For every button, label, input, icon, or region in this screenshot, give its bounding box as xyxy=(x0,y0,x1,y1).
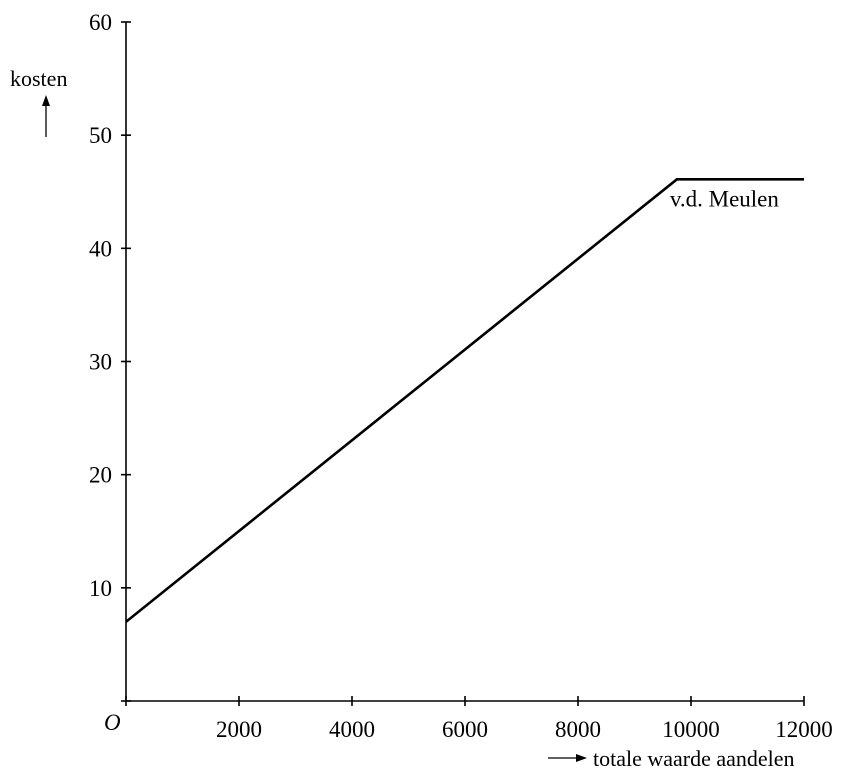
x-tick-label: 4000 xyxy=(329,717,375,742)
x-tick-label: 10000 xyxy=(662,717,720,742)
y-axis-arrow-head xyxy=(42,95,50,106)
series-line xyxy=(125,178,804,623)
x-axis-title-group: totale waarde aandelen xyxy=(548,746,795,771)
x-tick-label: 12000 xyxy=(775,717,833,742)
y-tick-label: 10 xyxy=(89,576,112,601)
x-tick-label: 8000 xyxy=(555,717,601,742)
y-tick-label: 40 xyxy=(89,236,112,261)
y-tick-label: 30 xyxy=(89,350,112,375)
y-axis-title: kosten xyxy=(10,66,67,91)
y-tick-label: 50 xyxy=(89,123,112,148)
x-axis-title: totale waarde aandelen xyxy=(593,746,795,771)
x-axis-arrow-head xyxy=(576,754,587,762)
x-tick-label: 2000 xyxy=(216,717,262,742)
y-ticks: 10 20 30 40 50 60 xyxy=(89,10,131,702)
axes xyxy=(125,22,804,702)
series-label: v.d. Meulen xyxy=(670,186,780,211)
y-tick-label: 60 xyxy=(89,10,112,35)
y-tick-label: 20 xyxy=(89,463,112,488)
x-ticks: 2000 4000 6000 8000 10000 12000 xyxy=(125,696,833,742)
series-layer: v.d. Meulen xyxy=(125,178,804,623)
y-axis-title-group: kosten xyxy=(10,66,67,137)
x-tick-label: 6000 xyxy=(442,717,488,742)
origin-label: O xyxy=(104,710,121,735)
